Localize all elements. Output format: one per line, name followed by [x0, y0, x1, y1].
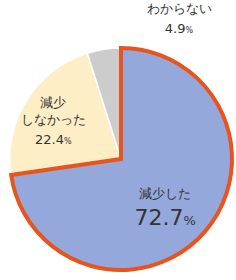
category-label-line: 減少: [40, 95, 66, 110]
chart: 減少した 72.7% 減少しなかった 22.4% わからない 4.9%: [0, 0, 236, 280]
value-label: 4.9%: [165, 21, 194, 36]
value-label: 22.4%: [35, 132, 72, 147]
pie-slice: [87, 48, 121, 159]
category-label-line: わからない: [147, 1, 212, 16]
value-label: 72.7%: [135, 205, 196, 230]
value-label-unit: %: [64, 137, 72, 146]
category-label-line: しなかった: [21, 112, 86, 127]
category-label: わからない: [147, 1, 212, 16]
pie: [10, 48, 232, 270]
value-label-number: 4.9: [165, 21, 186, 36]
value-label-number: 72.7: [135, 205, 184, 230]
slice-label: わからない 4.9%: [147, 1, 212, 36]
category-label: 減少しなかった: [21, 95, 86, 127]
category-label-line: 減少した: [139, 186, 191, 201]
slice-label: 減少した 72.7%: [135, 186, 196, 230]
slice-label: 減少しなかった 22.4%: [21, 95, 86, 147]
value-label-unit: %: [186, 26, 194, 35]
value-label-unit: %: [184, 213, 196, 228]
category-label: 減少した: [139, 186, 191, 201]
pie-slice: [11, 48, 232, 270]
value-label-number: 22.4: [35, 132, 64, 147]
data-labels: 減少した 72.7% 減少しなかった 22.4% わからない 4.9%: [21, 1, 212, 230]
chart-container: 減少した 72.7% 減少しなかった 22.4% わからない 4.9%: [0, 0, 236, 280]
